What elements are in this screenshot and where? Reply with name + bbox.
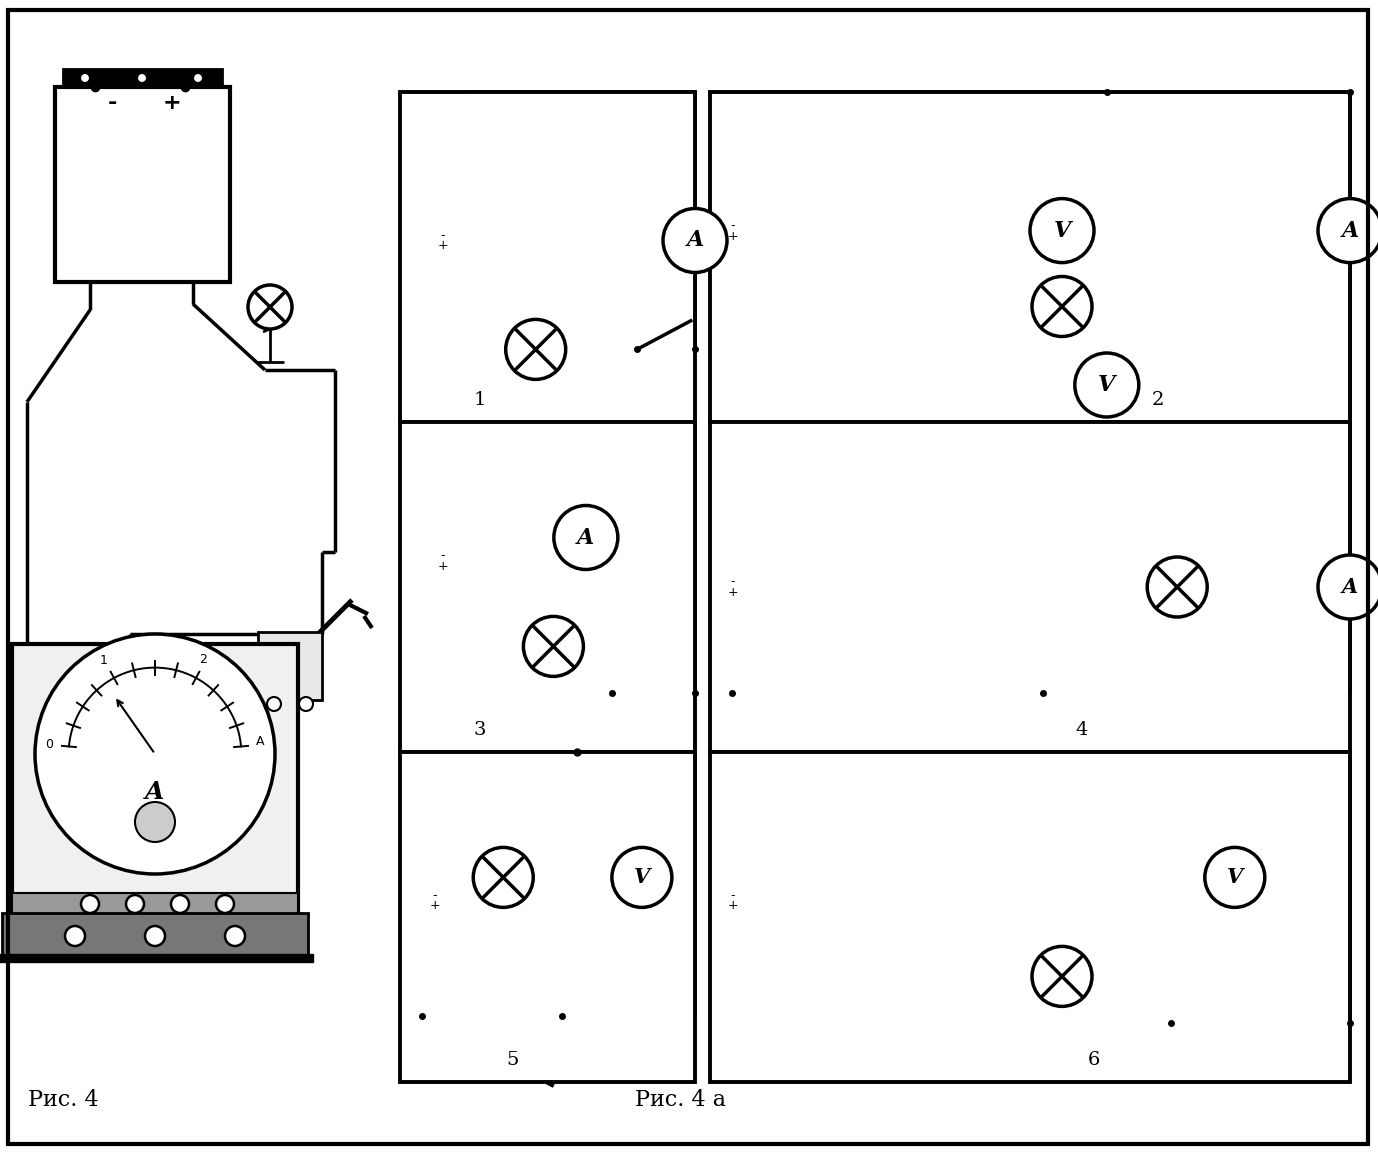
Bar	[710, 752, 1350, 1082]
Bar	[63, 69, 222, 88]
Text: 1: 1	[474, 391, 486, 409]
Circle shape	[248, 285, 292, 329]
Text: +: +	[163, 93, 182, 113]
Circle shape	[135, 802, 175, 842]
Circle shape	[34, 634, 276, 874]
Text: V: V	[1098, 374, 1115, 396]
Circle shape	[145, 926, 165, 946]
Bar	[400, 752, 695, 1082]
Text: -: -	[107, 93, 117, 113]
Bar	[1, 914, 309, 958]
Circle shape	[1032, 276, 1091, 336]
Text: Рис. 4 а: Рис. 4 а	[635, 1089, 726, 1111]
Circle shape	[1029, 198, 1094, 263]
Circle shape	[65, 926, 85, 946]
Bar	[400, 92, 695, 422]
Text: -: -	[433, 888, 437, 902]
Text: A: A	[256, 735, 265, 748]
Bar	[0, 954, 313, 962]
Text: +: +	[728, 586, 739, 599]
Circle shape	[216, 895, 234, 914]
Text: 3: 3	[474, 721, 486, 738]
Circle shape	[299, 697, 313, 711]
Circle shape	[193, 73, 203, 83]
Bar	[710, 422, 1350, 752]
Circle shape	[125, 895, 143, 914]
Circle shape	[81, 895, 99, 914]
Text: +: +	[437, 240, 448, 252]
Circle shape	[80, 73, 90, 83]
Text: 4: 4	[1075, 721, 1087, 738]
Text: A: A	[1341, 220, 1359, 242]
Circle shape	[1032, 947, 1091, 1007]
Circle shape	[524, 616, 583, 676]
Text: 2: 2	[200, 653, 207, 666]
Text: 2: 2	[1152, 391, 1164, 409]
Text: 6: 6	[1087, 1051, 1100, 1069]
Bar	[400, 422, 695, 752]
Bar	[710, 92, 1350, 422]
Circle shape	[1204, 848, 1265, 908]
Text: -: -	[730, 575, 734, 589]
Circle shape	[171, 895, 189, 914]
Text: +: +	[437, 560, 448, 573]
Bar	[55, 88, 230, 282]
Circle shape	[1317, 555, 1378, 619]
Circle shape	[506, 319, 566, 379]
Text: A: A	[145, 780, 165, 804]
Bar	[12, 893, 298, 915]
Text: A: A	[686, 229, 704, 251]
Text: -: -	[730, 888, 734, 902]
Text: 5: 5	[506, 1051, 518, 1069]
Circle shape	[554, 506, 617, 569]
Text: V: V	[1226, 867, 1243, 887]
Circle shape	[136, 73, 147, 83]
Text: +: +	[728, 900, 739, 912]
Text: -: -	[441, 548, 445, 562]
Text: V: V	[1053, 220, 1071, 242]
Circle shape	[663, 209, 728, 273]
Circle shape	[612, 848, 672, 908]
Circle shape	[1317, 198, 1378, 263]
Text: A: A	[1342, 577, 1359, 597]
Text: 0: 0	[45, 738, 52, 751]
Bar	[12, 644, 298, 915]
Text: V: V	[634, 867, 650, 887]
Text: -: -	[441, 228, 445, 242]
Circle shape	[267, 697, 281, 711]
Circle shape	[225, 926, 245, 946]
Bar	[258, 632, 322, 700]
Text: +: +	[430, 900, 440, 912]
Text: -: -	[730, 219, 734, 232]
Text: Рис. 4: Рис. 4	[28, 1089, 99, 1111]
Circle shape	[1148, 558, 1207, 617]
Text: A: A	[577, 526, 594, 548]
Text: +: +	[728, 229, 739, 243]
Circle shape	[473, 848, 533, 908]
Text: 1: 1	[99, 654, 107, 667]
Circle shape	[1075, 353, 1138, 417]
